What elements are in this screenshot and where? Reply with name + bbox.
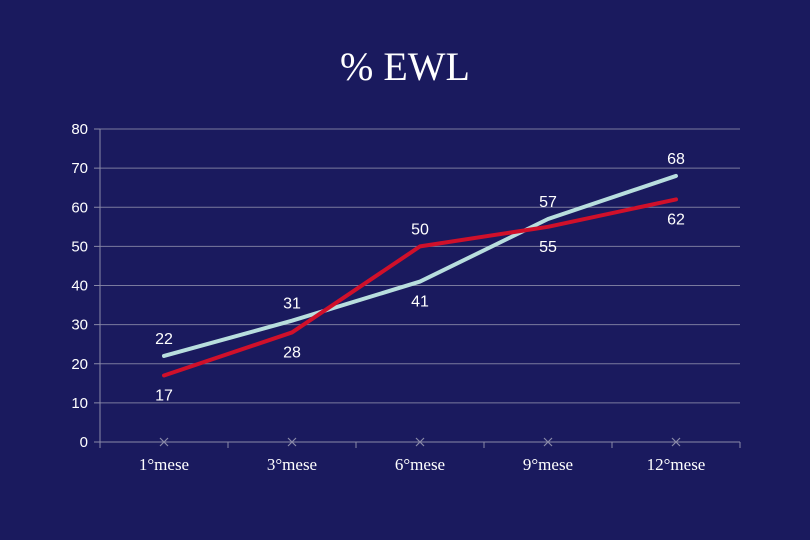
x-axis-categories: 1°mese 3°mese 6°mese 9°mese 12°mese	[139, 455, 705, 474]
x-marker	[415, 437, 425, 447]
chart-title: % EWL	[340, 44, 470, 89]
series-line-2	[162, 197, 678, 378]
data-label: 22	[155, 331, 173, 348]
data-label: 28	[283, 344, 301, 361]
data-labels: 22 31 41 57 68 17 28 50 55 62	[155, 151, 685, 405]
y-tick-label: 50	[71, 238, 88, 255]
y-tick-label: 80	[71, 121, 88, 138]
y-tick-label: 0	[80, 434, 88, 451]
series-line-1	[162, 173, 678, 358]
x-category-label: 1°mese	[139, 455, 189, 474]
x-category-label: 9°mese	[523, 455, 573, 474]
y-tick-label: 30	[71, 317, 88, 334]
data-label: 57	[539, 194, 557, 211]
axes	[94, 128, 741, 448]
x-category-label: 3°mese	[267, 455, 317, 474]
data-label: 68	[667, 151, 685, 168]
y-tick-label: 60	[71, 199, 88, 216]
y-tick-label: 70	[71, 160, 88, 177]
data-label: 41	[411, 294, 429, 311]
x-category-label: 6°mese	[395, 455, 445, 474]
x-marker	[671, 437, 681, 447]
x-marker	[287, 437, 297, 447]
y-axis-ticks: 0 10 20 30 40 50 60 70 80	[71, 121, 88, 451]
data-label: 31	[283, 296, 301, 313]
x-category-label: 12°mese	[647, 455, 706, 474]
x-marker	[543, 437, 553, 447]
y-tick-label: 10	[71, 395, 88, 412]
y-tick-label: 20	[71, 356, 88, 373]
grid-lines	[100, 128, 740, 404]
y-tick-label: 40	[71, 278, 88, 295]
data-label: 50	[411, 221, 429, 238]
x-marker	[159, 437, 169, 447]
data-label: 55	[539, 239, 557, 256]
data-label: 17	[155, 387, 173, 404]
series-lines	[162, 173, 678, 378]
data-label: 62	[667, 211, 685, 228]
